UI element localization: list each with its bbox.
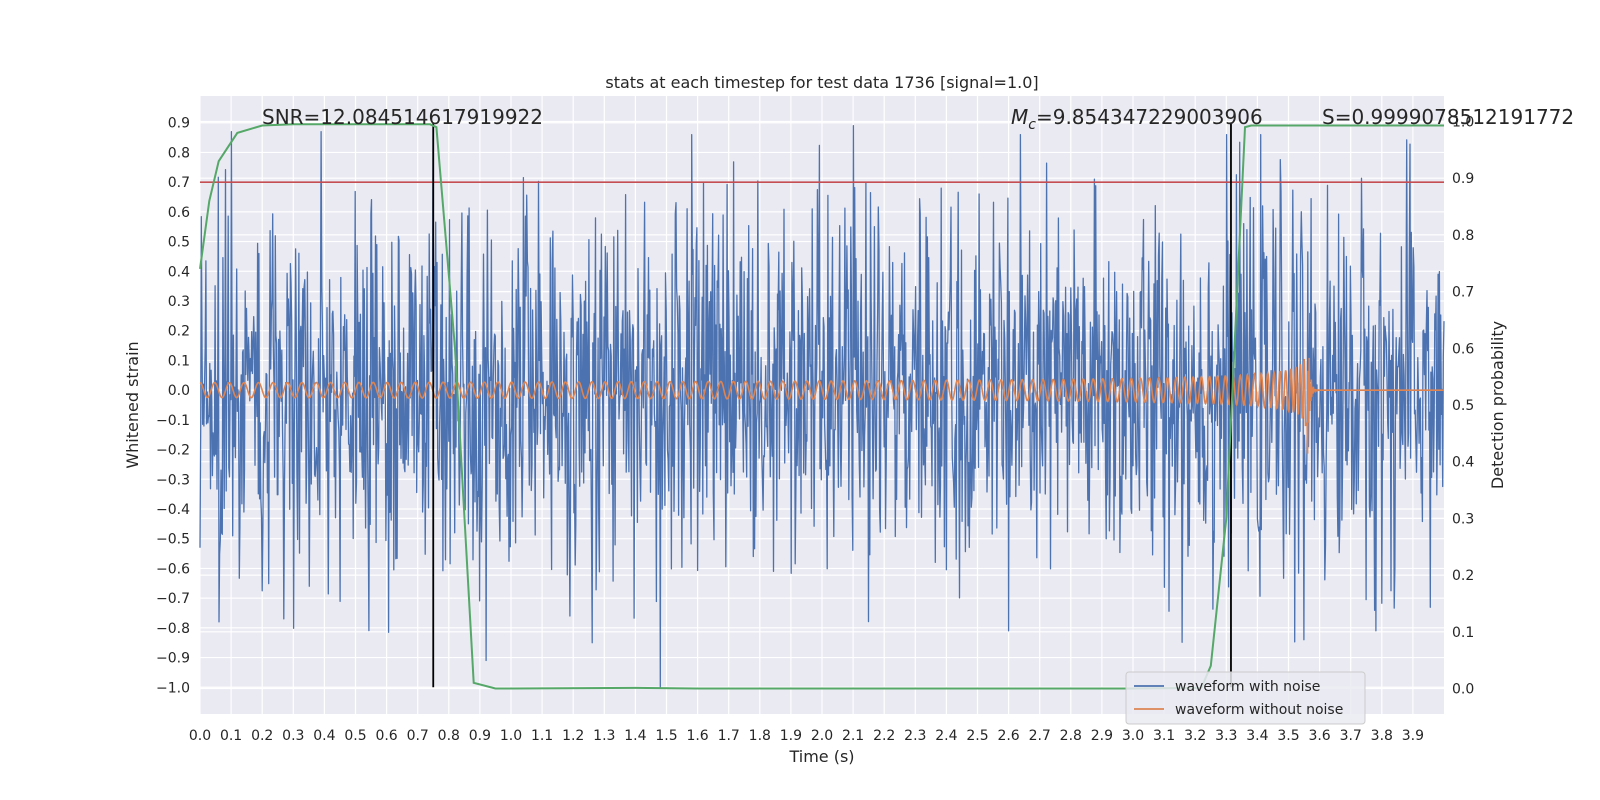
x-tick-label: 0.1 xyxy=(220,728,242,744)
y-tick-label: 0.8 xyxy=(168,145,190,161)
y-right-tick-label: 0.2 xyxy=(1452,568,1474,584)
x-tick-label: 0.5 xyxy=(344,728,366,744)
y-right-tick-label: 0.7 xyxy=(1452,285,1474,301)
y-tick-label: −0.9 xyxy=(156,651,190,667)
x-tick-label: 1.8 xyxy=(749,728,771,744)
series-waveform-without-noise xyxy=(199,357,1444,454)
y-right-tick-label: 0.4 xyxy=(1452,455,1474,471)
x-tick-label: 3.7 xyxy=(1340,728,1362,744)
y-right-tick-label: 0.8 xyxy=(1452,228,1474,244)
x-tick-label: 2.1 xyxy=(842,728,864,744)
y-tick-label: −1.0 xyxy=(156,680,190,696)
x-tick-label: 2.3 xyxy=(904,728,926,744)
legend-label-no-noise: waveform without noise xyxy=(1175,702,1343,718)
chirp-line xyxy=(199,357,1444,454)
legend-label-noise: waveform with noise xyxy=(1175,679,1320,695)
y-tick-label: 0.0 xyxy=(168,383,190,399)
y-right-tick-label: 0.0 xyxy=(1452,681,1474,697)
x-tick-label: 0.4 xyxy=(313,728,335,744)
y-right-axis-label: Detection probability xyxy=(1488,321,1507,489)
x-tick-label: 1.5 xyxy=(655,728,677,744)
x-tick-label: 2.2 xyxy=(873,728,895,744)
y-tick-label: −0.3 xyxy=(156,472,190,488)
y-tick-label: 0.5 xyxy=(168,235,190,251)
y-tick-label: 0.3 xyxy=(168,294,190,310)
y-tick-labels: 0.9 0.8 0.7 0.6 0.5 0.4 0.3 0.2 0.1 0.0 −0.1 −0.2 −0… xyxy=(156,116,190,697)
x-tick-label: 0.6 xyxy=(375,728,397,744)
snr-annotation: SNR=12.084514617919922 xyxy=(262,105,543,129)
x-tick-label: 1.7 xyxy=(718,728,740,744)
legend-box xyxy=(1125,671,1366,725)
y-tick-label: −0.4 xyxy=(156,502,190,518)
x-tick-label: 3.5 xyxy=(1277,728,1299,744)
y-tick-label: −0.7 xyxy=(156,591,190,607)
x-tick-labels: 0.0 0.1 0.2 0.3 0.4 0.5 0.6 0.7 0.8 0.9 1.0 1.1 1.2 1… xyxy=(189,728,1424,744)
y-tick-label: 0.9 xyxy=(168,116,190,132)
x-tick-label: 2.4 xyxy=(935,728,957,744)
y-right-tick-label: 0.5 xyxy=(1452,398,1474,414)
x-tick-label: 3.8 xyxy=(1371,728,1393,744)
y-tick-label: −0.1 xyxy=(156,413,190,429)
y-right-tick-label: 0.9 xyxy=(1452,171,1474,187)
x-tick-label: 0.9 xyxy=(469,728,491,744)
y-tick-label: −0.8 xyxy=(156,621,190,637)
y-axis-label: Whitened strain xyxy=(123,341,142,468)
y-tick-label: −0.2 xyxy=(156,443,190,459)
x-tick-label: 1.2 xyxy=(562,728,584,744)
legend: waveform with noise waveform without noi… xyxy=(1125,671,1366,725)
series-detection-probability xyxy=(199,123,1444,690)
x-tick-label: 3.2 xyxy=(1184,728,1206,744)
x-tick-label: 3.6 xyxy=(1308,728,1330,744)
x-tick-label: 2.8 xyxy=(1060,728,1082,744)
x-tick-label: 1.9 xyxy=(780,728,802,744)
y-tick-label: 0.1 xyxy=(168,353,190,369)
x-tick-label: 3.3 xyxy=(1215,728,1237,744)
x-tick-label: 1.3 xyxy=(593,728,615,744)
x-tick-label: 2.5 xyxy=(966,728,988,744)
x-tick-label: 2.7 xyxy=(1029,728,1051,744)
x-tick-label: 1.4 xyxy=(624,728,646,744)
y-right-tick-label: 0.6 xyxy=(1452,341,1474,357)
x-tick-label: 0.0 xyxy=(189,728,211,744)
mc-annotation: Mc=9.854347229003906 xyxy=(1011,105,1263,133)
x-axis-label: Time (s) xyxy=(788,747,854,766)
x-tick-label: 2.0 xyxy=(811,728,833,744)
x-tick-label: 0.2 xyxy=(251,728,273,744)
y-right-tick-label: 1.0 xyxy=(1452,115,1474,131)
noise-line xyxy=(199,125,1445,688)
mc-value: =9.854347229003906 xyxy=(1036,105,1263,129)
chart-title: stats at each timestep for test data 173… xyxy=(605,73,1038,92)
x-tick-label: 1.0 xyxy=(500,728,522,744)
series-waveform-with-noise xyxy=(199,125,1445,688)
y-right-tick-label: 0.1 xyxy=(1452,625,1474,641)
x-tick-label: 0.7 xyxy=(407,728,429,744)
x-tick-label: 1.6 xyxy=(686,728,708,744)
mc-symbol: M xyxy=(1011,105,1028,129)
y-right-tick-labels: 1.0 0.9 0.8 0.7 0.6 0.5 0.4 0.3 0.2 0.1 0.0 xyxy=(1452,115,1474,698)
y-tick-label: 0.6 xyxy=(168,205,190,221)
x-tick-label: 3.1 xyxy=(1153,728,1175,744)
x-tick-label: 2.6 xyxy=(997,728,1019,744)
x-tick-label: 3.0 xyxy=(1122,728,1144,744)
mc-subscript: c xyxy=(1028,117,1036,133)
y-tick-label: 0.2 xyxy=(168,324,190,340)
x-tick-label: 2.9 xyxy=(1091,728,1113,744)
y-right-tick-label: 0.3 xyxy=(1452,511,1474,527)
y-tick-label: −0.5 xyxy=(156,532,190,548)
y-tick-label: 0.7 xyxy=(168,175,190,191)
x-tick-label: 3.4 xyxy=(1246,728,1268,744)
s-annotation: S=0.9999078512191772 xyxy=(1322,105,1574,129)
x-tick-label: 1.1 xyxy=(531,728,553,744)
x-tick-label: 0.8 xyxy=(438,728,460,744)
probability-line xyxy=(199,123,1444,690)
x-tick-label: 3.9 xyxy=(1402,728,1424,744)
y-tick-label: 0.4 xyxy=(168,264,190,280)
y-tick-label: −0.6 xyxy=(156,561,190,577)
x-tick-label: 0.3 xyxy=(282,728,304,744)
